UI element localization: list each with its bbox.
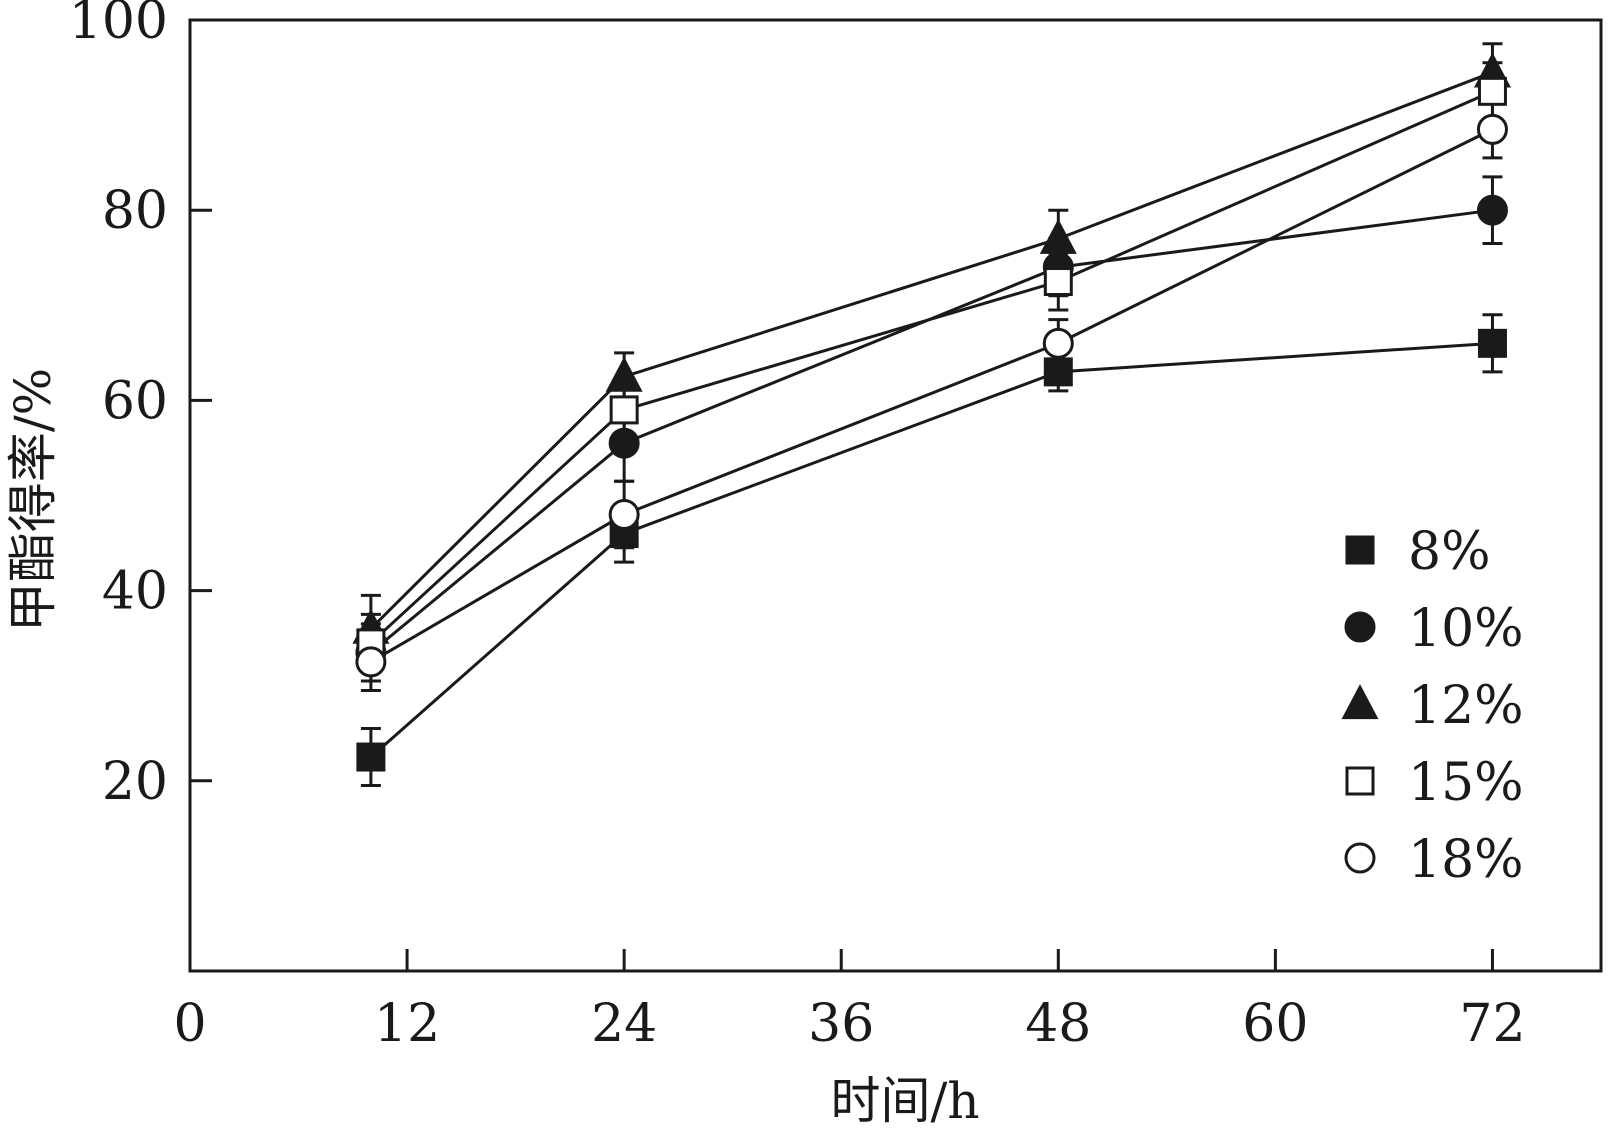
series-2-line xyxy=(369,70,1493,630)
series-3-point-1 xyxy=(609,395,639,425)
series-0-point-0 xyxy=(356,742,386,772)
series-4-point-1 xyxy=(608,499,640,531)
axis-tick-labels: 0 12 24 36 48 60 72 20 40 60 80 100 xyxy=(69,0,1526,1054)
series-4-line xyxy=(370,128,1494,664)
data-markers xyxy=(352,52,1511,772)
legend-label-3: 15% xyxy=(1408,753,1524,813)
y-tick-label-4: 100 xyxy=(69,0,168,51)
series-0-point-2 xyxy=(1043,357,1073,387)
legend: 8% 10% 12% 15% 18% xyxy=(1341,522,1524,890)
series-2-point-2 xyxy=(1039,218,1077,254)
x-axis-title: 时间/h xyxy=(830,1072,979,1130)
x-tick-label-1: 12 xyxy=(374,994,440,1054)
y-tick-label-1: 40 xyxy=(102,562,168,622)
legend-marker-1 xyxy=(1344,611,1376,643)
series-3-point-3 xyxy=(1477,76,1507,106)
series-3-line xyxy=(369,89,1494,645)
series-1-point-1 xyxy=(608,427,640,459)
legend-label-4: 18% xyxy=(1408,830,1524,890)
legend-marker-4 xyxy=(1344,842,1376,874)
x-tick-label-5: 60 xyxy=(1242,994,1308,1054)
legend-label-2: 12% xyxy=(1408,676,1524,736)
y-tick-label-0: 20 xyxy=(102,752,168,812)
y-axis-title: 甲酯得率/% xyxy=(4,368,62,632)
series-3-point-2 xyxy=(1043,267,1073,297)
series-lines xyxy=(369,70,1494,759)
series-4-point-3 xyxy=(1476,113,1508,145)
series-1-point-3 xyxy=(1476,194,1508,226)
x-tick-label-0: 0 xyxy=(173,994,206,1054)
series-4-point-0 xyxy=(355,646,387,678)
legend-marker-2 xyxy=(1341,684,1379,720)
error-bars xyxy=(360,42,1503,788)
series-2-point-1 xyxy=(605,356,643,392)
x-tick-label-6: 72 xyxy=(1459,994,1525,1054)
legend-marker-3 xyxy=(1345,766,1375,796)
series-0-line xyxy=(369,341,1493,759)
x-tick-label-2: 24 xyxy=(591,994,657,1054)
x-tick-label-3: 36 xyxy=(808,994,874,1054)
axis-ticks xyxy=(190,208,1494,971)
legend-marker-0 xyxy=(1345,535,1375,565)
series-1-line xyxy=(369,208,1493,654)
legend-label-0: 8% xyxy=(1408,522,1491,582)
legend-label-1: 10% xyxy=(1408,599,1524,659)
y-tick-label-2: 60 xyxy=(102,371,168,431)
plot-frame xyxy=(188,18,1603,973)
series-0-point-3 xyxy=(1477,328,1507,358)
x-tick-label-4: 48 xyxy=(1025,994,1091,1054)
series-4-point-2 xyxy=(1042,327,1074,359)
y-tick-label-3: 80 xyxy=(102,181,168,241)
